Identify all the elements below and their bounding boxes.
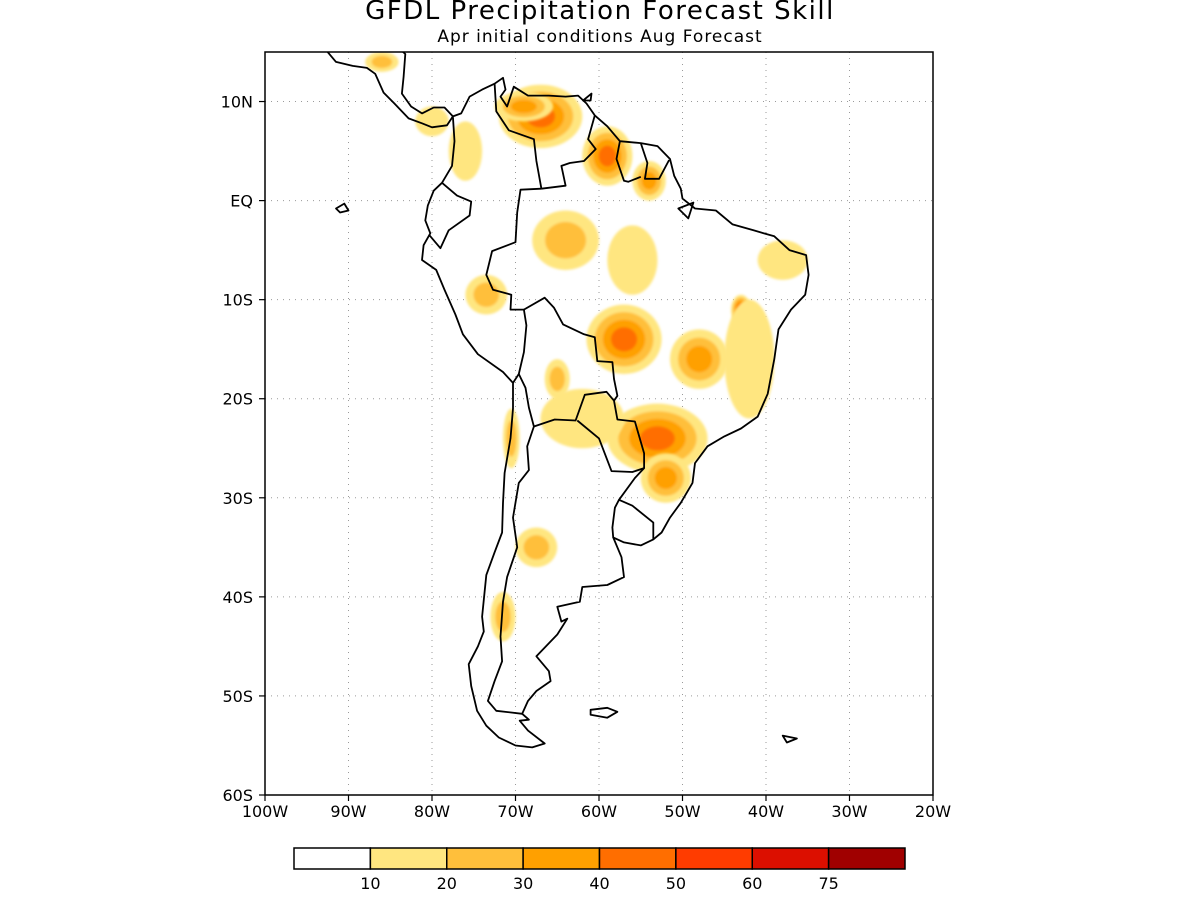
country-border (523, 296, 619, 402)
country-border (639, 142, 670, 180)
legend-label: 60 (742, 874, 762, 893)
x-tick-label: 80W (414, 802, 450, 821)
skill-region-mato-grosso (586, 304, 662, 374)
skill-contour (610, 327, 638, 352)
skill-region-amazon-east (607, 225, 658, 295)
coastline-south-america (421, 76, 810, 749)
skill-contour (549, 366, 565, 392)
legend-swatch (827, 847, 906, 870)
skill-region-colombia-west (448, 121, 483, 181)
country-border (485, 187, 542, 384)
country-border (487, 426, 535, 715)
skill-region-goias (669, 329, 729, 389)
x-tick-label: 70W (497, 802, 533, 821)
skill-contour (640, 426, 675, 451)
x-tick-label: 100W (242, 802, 289, 821)
skill-region-amazon-central (532, 210, 599, 270)
legend-swatch (675, 847, 753, 870)
skill-region-rio-grande-do-sul (640, 453, 691, 503)
legend-label: 10 (360, 874, 380, 893)
legend-swatch (293, 847, 372, 870)
skill-region-central-america (365, 52, 399, 72)
skill-region-panama (415, 106, 449, 137)
legend-label: 20 (437, 874, 457, 893)
skill-contour (473, 282, 500, 307)
skill-contour (540, 388, 625, 449)
skill-region-peru-north (465, 274, 508, 315)
legend-label: 30 (513, 874, 533, 893)
color-legend: 10 20 30 40 50 60 75 (293, 847, 906, 893)
country-border (517, 373, 645, 473)
y-tick-label: 30S (222, 489, 253, 508)
country-border (541, 115, 597, 190)
chart-subtitle: Apr initial conditions Aug Forecast (437, 27, 763, 47)
coastline-island (582, 92, 593, 102)
country-border (611, 499, 620, 538)
coastline-island (677, 201, 695, 220)
legend-swatch (369, 847, 448, 870)
country-border (493, 83, 543, 189)
skill-contour (607, 225, 658, 295)
country-border (615, 141, 642, 183)
legend-label: 40 (589, 874, 609, 893)
chart-title: GFDL Precipitation Forecast Skill (365, 0, 835, 26)
x-tick-label: 40W (748, 802, 784, 821)
x-tick-label: 20W (915, 802, 951, 821)
skill-region-chile-central (515, 527, 558, 568)
skill-contour (448, 121, 483, 181)
skill-region-french-guiana (632, 160, 666, 201)
legend-swatch (598, 847, 677, 870)
skill-contour (598, 145, 617, 167)
skill-contour (724, 299, 775, 419)
coastline-central-america-east (401, 52, 454, 118)
legend-label: 50 (666, 874, 686, 893)
legend-label: 75 (818, 874, 838, 893)
skill-contour (641, 171, 657, 190)
skill-fill-layer (365, 52, 808, 642)
y-tick-label: 10S (222, 291, 253, 310)
legend-swatch (522, 847, 601, 870)
coastline-island (589, 706, 619, 719)
y-tick-label: 20S (222, 390, 253, 409)
y-tick-label: EQ (230, 192, 253, 211)
country-border (428, 182, 473, 250)
y-tick-label: 50S (222, 687, 253, 706)
skill-region-bolivia (544, 359, 570, 399)
skill-contour (686, 345, 713, 373)
coastline-island (781, 734, 798, 744)
skill-region-bahia (724, 299, 775, 419)
skill-contour (371, 55, 393, 69)
legend-swatch (446, 847, 524, 870)
country-border (618, 467, 655, 540)
coastline-central-america-west (326, 52, 454, 129)
x-tick-label: 90W (330, 802, 366, 821)
axis-ticks: 100W 90W 80W 70W 60W 50W 40W 30W 20W 10N EQ 10S 20S 3… (221, 93, 952, 821)
skill-region-chaco (540, 388, 625, 449)
skill-region-patagonia (490, 591, 516, 642)
y-tick-label: 40S (222, 588, 253, 607)
skill-contour (654, 466, 677, 489)
legend-swatch (751, 847, 830, 870)
skill-region-brazil-northeast (757, 240, 808, 280)
coastline-island (335, 202, 350, 214)
y-tick-label: 10N (221, 93, 253, 112)
x-tick-label: 30W (831, 802, 867, 821)
skill-contour (545, 221, 587, 259)
skill-contour (495, 601, 511, 632)
x-tick-label: 50W (664, 802, 700, 821)
skill-contour (523, 535, 550, 560)
x-tick-label: 60W (581, 802, 617, 821)
skill-contour (757, 240, 808, 280)
coastlines (326, 52, 810, 749)
skill-contour (415, 106, 449, 137)
skill-contour (510, 99, 537, 114)
y-tick-label: 60S (222, 786, 253, 805)
